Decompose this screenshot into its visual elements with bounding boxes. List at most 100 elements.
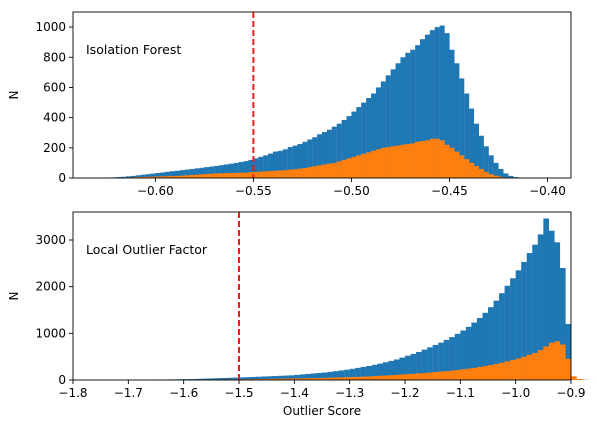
histogram-bar (344, 369, 350, 380)
x-tick-label: −0.50 (333, 184, 370, 198)
histogram-bar (388, 375, 395, 380)
y-tick-label: 200 (43, 141, 66, 155)
histogram-bar (322, 377, 328, 380)
histogram-bar (125, 176, 131, 178)
histogram-bar (255, 376, 262, 380)
histogram-bar (565, 359, 572, 380)
histogram-bar (360, 366, 367, 380)
series-0-bars (128, 218, 594, 380)
histogram-bar (371, 364, 378, 380)
histogram-bar (294, 378, 301, 380)
histogram-bar (302, 168, 308, 178)
histogram-bar (250, 376, 256, 380)
histogram-bar (434, 138, 440, 178)
histogram-bar (283, 378, 289, 380)
histogram-bar (283, 375, 289, 380)
histogram-bar (287, 147, 293, 178)
histogram-bar (415, 45, 421, 179)
histogram-bar (272, 151, 279, 178)
histogram-bar (410, 143, 416, 178)
histogram-bar (454, 333, 461, 380)
histogram-bar (333, 371, 339, 380)
histogram-bar (515, 270, 522, 380)
histogram-bar (526, 253, 533, 380)
histogram-bar (429, 138, 435, 178)
histogram-bar (336, 161, 342, 178)
histogram-bar (338, 377, 345, 380)
histogram-bar (292, 145, 298, 178)
histogram-bar (233, 172, 239, 178)
histogram-bar (504, 285, 511, 380)
histogram-bar (410, 353, 417, 380)
x-tick-label: −1.2 (390, 386, 419, 400)
histogram-bar (576, 379, 583, 380)
histogram-bar (493, 363, 500, 380)
y-tick-label: 1000 (35, 326, 66, 340)
histogram-bar (460, 330, 467, 380)
histogram-bar (473, 123, 479, 178)
histogram-bar (444, 144, 450, 178)
histogram-bar (338, 370, 345, 380)
histogram-bar (476, 366, 483, 380)
histogram-bar (305, 373, 312, 380)
histogram-bar (410, 373, 417, 380)
histogram-bar (204, 174, 210, 178)
histogram-bar (405, 374, 411, 380)
histogram-bar (356, 107, 362, 178)
histogram-bar (469, 108, 475, 178)
histogram-bar (421, 349, 428, 380)
histogram-bar (543, 346, 550, 380)
histogram-bar (349, 368, 356, 380)
histogram-bar (346, 158, 352, 178)
histogram-bar (292, 169, 298, 178)
histogram-bar (443, 371, 450, 380)
histogram-bar (464, 159, 470, 178)
histogram-bar (537, 350, 544, 380)
histogram-bar (427, 372, 433, 380)
histogram-bar (478, 135, 484, 178)
x-tick-label: −0.55 (235, 184, 272, 198)
histogram-bar (405, 144, 411, 178)
histogram-bar (349, 377, 356, 380)
histogram-bar (361, 102, 367, 178)
histogram-bar (444, 33, 450, 178)
histogram-bar (400, 144, 406, 178)
histogram-bar (508, 175, 514, 178)
histogram-bar (395, 63, 401, 179)
histogram-bar (380, 81, 386, 178)
histogram-bar (482, 366, 489, 380)
panel-annotation: Isolation Forest (86, 42, 181, 57)
histogram-bar (322, 131, 328, 178)
histogram-bar (416, 352, 422, 380)
histogram-bar (478, 168, 484, 178)
histogram-bar (261, 376, 267, 380)
local-outlier-factor-panel: −1.8 −1.7 −1.6 −1.5 −1.4 −1.3 −1.2 −1.1 −1.0 −0.9… (7, 211, 594, 418)
histogram-bar (449, 337, 455, 380)
axes-frame (72, 11, 572, 179)
histogram-bar (282, 170, 288, 178)
histogram-bar (170, 176, 176, 178)
histogram-bar (449, 370, 455, 380)
histogram-bar (294, 374, 301, 380)
histogram-bar (532, 352, 538, 380)
histogram-bar (434, 27, 440, 179)
histogram-bar (464, 93, 470, 178)
histogram-bar (305, 378, 312, 380)
histogram-bar (150, 176, 156, 178)
histogram-bar (498, 168, 504, 178)
histogram-bar (194, 174, 200, 178)
panel-annotation: Local Outlier Factor (86, 242, 208, 257)
histogram-bar (499, 362, 505, 380)
histogram-bar (382, 375, 389, 380)
histogram-bar (459, 155, 465, 178)
x-tick-label: −1.1 (446, 386, 475, 400)
y-tick-label: 3000 (35, 233, 66, 247)
histogram-bar (424, 140, 430, 178)
histogram-bar (223, 173, 230, 178)
histogram-bar (469, 162, 475, 178)
histogram-bar (297, 144, 303, 178)
histogram-bar (155, 173, 161, 178)
histogram-bar (488, 365, 494, 380)
histogram-bar (223, 164, 230, 178)
